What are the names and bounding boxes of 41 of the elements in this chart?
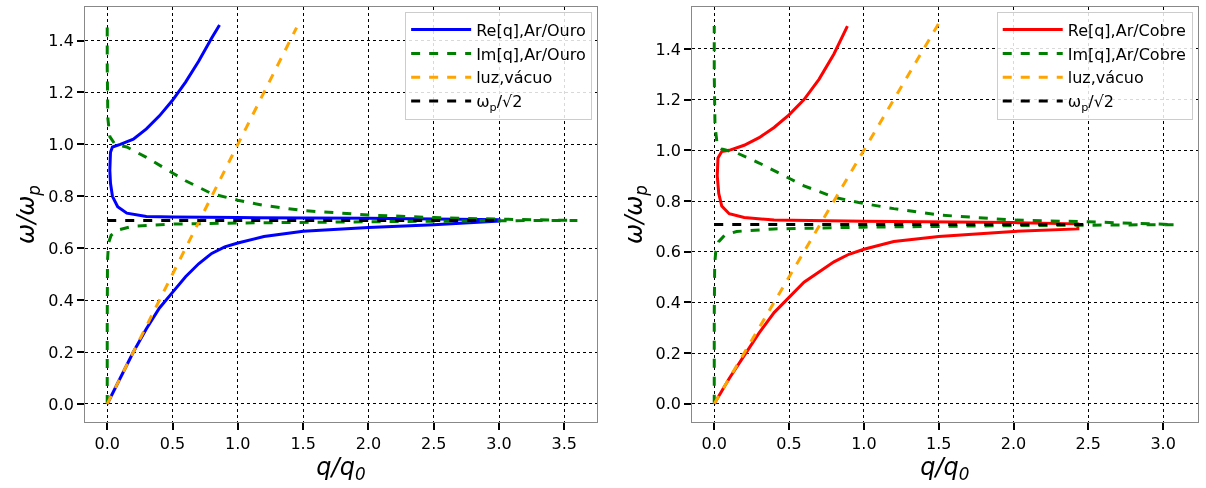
legend-label: Im[q],Ar/Ouro: [476, 44, 586, 64]
y-tick-label: 0.0: [48, 394, 74, 414]
x-axis-title: q/q$_{0}$: [316, 453, 366, 485]
y-tick-label: 1.4: [655, 39, 682, 59]
y-tick-label: 1.0: [655, 140, 682, 160]
y-tick-label: 1.2: [48, 83, 74, 103]
x-tick-label: 3.0: [486, 434, 512, 454]
y-tick-label: 1.4: [48, 31, 74, 51]
y-tick-label: 1.2: [655, 90, 682, 110]
legend-label: luz,vácuo: [476, 68, 553, 88]
x-tick-label: 0.5: [776, 434, 802, 454]
y-tick-label: 0.6: [48, 238, 74, 258]
x-tick-label: 1.0: [225, 434, 251, 454]
x-tick-label: 3.5: [551, 434, 578, 454]
x-tick-label: 3.0: [1150, 434, 1176, 454]
legend-label: luz,vácuo: [1067, 68, 1144, 88]
y-tick-label: 0.6: [655, 242, 682, 262]
legend-label: Re[q],Ar/Cobre: [1067, 20, 1186, 40]
x-tick-label: 0.0: [94, 434, 120, 454]
y-tick-label: 0.4: [655, 293, 682, 313]
y-tick-label: 0.4: [48, 290, 74, 310]
y-tick-label: 0.2: [48, 342, 74, 362]
x-tick-label: 2.0: [355, 434, 382, 454]
x-tick-label: 2.5: [421, 434, 447, 454]
legend-label: ω$_{p}$/√2: [476, 92, 523, 114]
x-tick-label: 1.5: [925, 434, 952, 454]
legend-label: ω$_{p}$/√2: [1067, 92, 1115, 114]
y-tick-label: 1.0: [48, 134, 74, 154]
legend-label: Im[q],Ar/Cobre: [1067, 44, 1186, 64]
x-tick-label: 0.0: [701, 434, 727, 454]
y-tick-label: 0.8: [48, 186, 74, 206]
x-tick-label: 1.5: [290, 434, 316, 454]
y-tick-label: 0.8: [655, 191, 682, 211]
y-tick-label: 0.0: [655, 394, 682, 414]
x-tick-label: 0.5: [159, 434, 186, 454]
legend-label: Re[q],Ar/Ouro: [476, 20, 586, 40]
x-axis-title: q/q$_{0}$: [920, 453, 970, 485]
x-tick-label: 1.0: [851, 434, 877, 454]
x-tick-label: 2.5: [1075, 434, 1102, 454]
y-tick-label: 0.2: [655, 343, 682, 363]
x-tick-label: 2.0: [1000, 434, 1027, 454]
